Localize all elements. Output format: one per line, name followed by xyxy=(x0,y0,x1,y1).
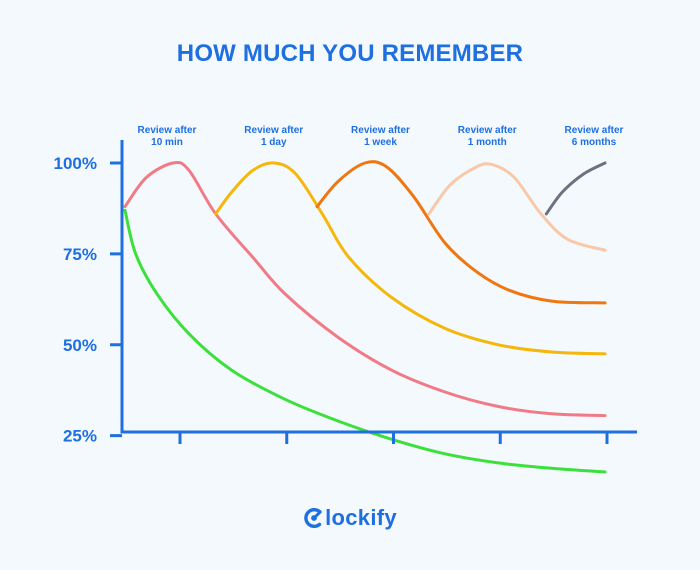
annotation-1-line1: Review after xyxy=(138,125,197,136)
clockify-c-icon xyxy=(304,508,322,528)
y-tick-label-100: 100% xyxy=(54,154,97,173)
annotation-2-line1: Review after xyxy=(244,125,303,136)
series-line-2 xyxy=(123,160,607,418)
chart-title: HOW MUCH YOU REMEMBER xyxy=(176,40,524,67)
y-tick-label-25: 25% xyxy=(63,427,97,446)
annotation-2-line2: 1 day xyxy=(261,137,287,148)
series-line-6 xyxy=(544,161,607,216)
chart-series xyxy=(123,160,607,474)
annotation-4-line1: Review after xyxy=(458,125,517,136)
y-tick-label-75: 75% xyxy=(63,245,97,264)
annotation-4-line2: 1 month xyxy=(468,137,507,148)
annotation-5-line2: 6 months xyxy=(572,137,617,148)
series-line-1 xyxy=(123,208,607,474)
series-line-5 xyxy=(427,162,607,252)
annotation-1-line2: 10 min xyxy=(151,137,183,148)
series-line-4 xyxy=(315,160,607,305)
series-line-3 xyxy=(214,161,607,356)
annotation-5-line1: Review after xyxy=(565,125,624,136)
chart-axes xyxy=(110,140,637,444)
brand-logo: lockify xyxy=(0,505,700,531)
annotation-3-line1: Review after xyxy=(351,125,410,136)
brand-name: lockify xyxy=(325,505,397,530)
y-tick-labels: 100% 75% 50% 25% xyxy=(54,154,97,446)
y-tick-label-50: 50% xyxy=(63,336,97,355)
annotation-3-line2: 1 week xyxy=(364,137,397,148)
